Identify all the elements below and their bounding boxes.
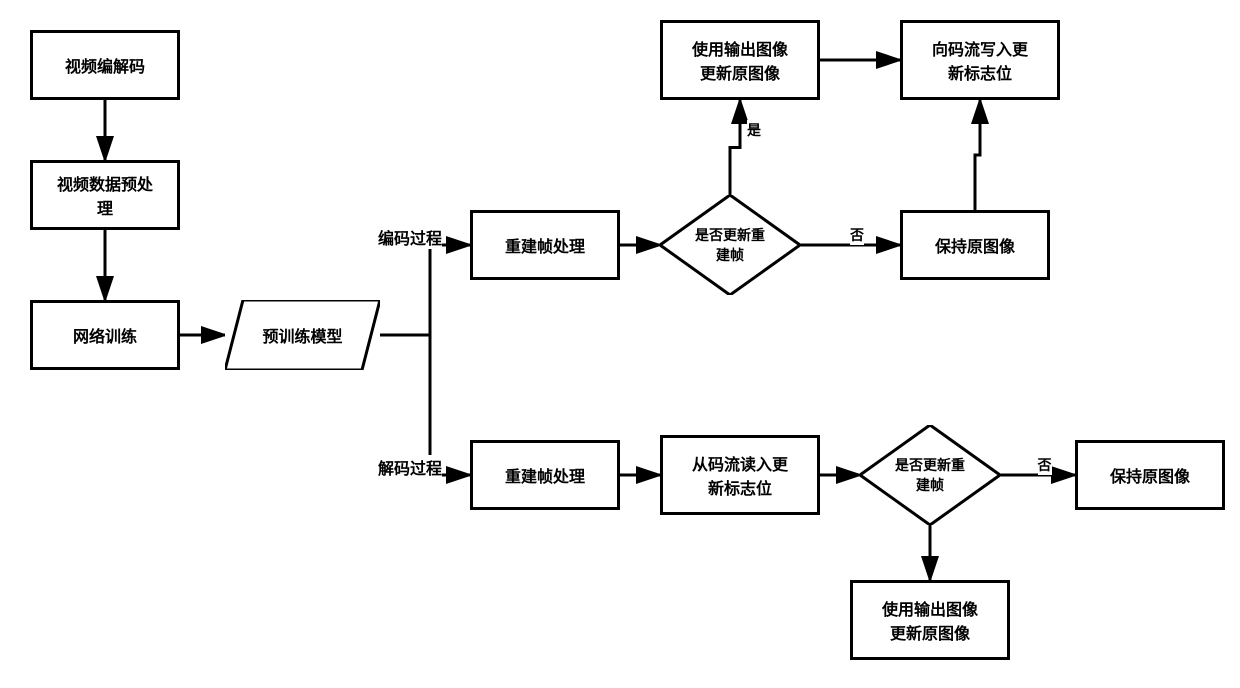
flow-decision: 是否更新重建帧: [660, 195, 800, 295]
flow-decision: 是否更新重建帧: [860, 425, 1000, 525]
edge-label: 是: [747, 120, 761, 140]
flow-node: 重建帧处理: [470, 210, 620, 280]
edge-label: 否: [1038, 455, 1052, 475]
edge-label: 解码过程: [378, 455, 442, 479]
flow-node: 视频编解码: [30, 30, 180, 100]
flow-node: 网络训练: [30, 300, 180, 370]
flow-node-parallelogram: 预训练模型: [225, 300, 380, 370]
flow-node: 使用输出图像更新原图像: [850, 580, 1010, 660]
flow-node: 向码流写入更新标志位: [900, 20, 1060, 100]
flow-node: 使用输出图像更新原图像: [660, 20, 820, 100]
flow-node: 重建帧处理: [470, 440, 620, 510]
edge-label: 否: [850, 225, 864, 245]
flow-node: 从码流读入更新标志位: [660, 435, 820, 515]
flow-node: 视频数据预处理: [30, 160, 180, 230]
edge-label: 编码过程: [378, 225, 442, 249]
flow-node: 保持原图像: [900, 210, 1050, 280]
flow-node: 保持原图像: [1075, 440, 1225, 510]
